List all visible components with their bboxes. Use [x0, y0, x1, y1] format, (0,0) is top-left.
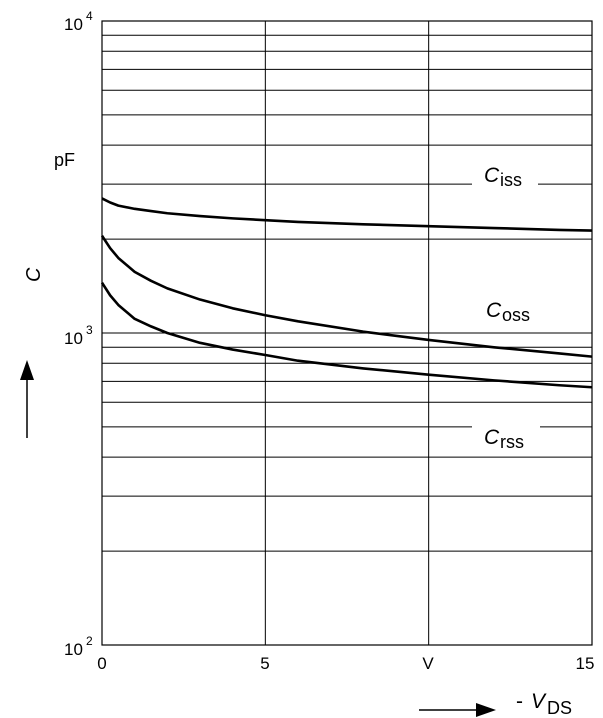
series-line-iss	[101, 197, 593, 232]
series-line-oss	[100, 235, 593, 358]
y-tick-label-1e4: 10 4	[64, 9, 93, 34]
x-tick-label-unit: V	[422, 654, 434, 673]
y-tick-label-1e3-exp: 3	[86, 323, 93, 337]
y-tick-label-1e2-exp: 2	[86, 634, 93, 648]
series-label-crss-main: C	[484, 426, 500, 449]
x-axis-label-main: V	[531, 690, 547, 713]
x-tick-label-15: 15	[576, 654, 595, 673]
x-axis-label-prefix: -	[516, 690, 523, 713]
grid	[102, 21, 592, 645]
x-tick-label-0: 0	[97, 654, 106, 673]
x-axis-label-sub: DS	[547, 698, 572, 718]
series-label-crss: C rss	[472, 421, 540, 455]
series-group	[100, 197, 593, 389]
series-label-coss-main: C	[486, 299, 502, 322]
x-axis-label: - V DS	[516, 690, 572, 718]
y-tick-label-1e4-exp: 4	[86, 9, 93, 23]
y-tick-label-1e2-base: 10	[64, 640, 83, 659]
y-axis-arrow	[20, 360, 34, 438]
y-axis-label: C	[23, 267, 45, 282]
y-axis-unit: pF	[54, 150, 75, 170]
series-label-coss: C oss	[475, 294, 549, 328]
y-tick-label-1e3: 10 3	[64, 323, 93, 348]
y-tick-label-1e3-base: 10	[64, 329, 83, 348]
y-tick-label-1e2: 10 2	[64, 634, 93, 659]
series-label-ciss-sub: iss	[500, 170, 522, 190]
x-tick-label-5: 5	[260, 654, 269, 673]
series-line-rss	[100, 281, 593, 389]
y-tick-label-1e4-base: 10	[64, 15, 83, 34]
series-label-coss-sub: oss	[502, 305, 530, 325]
x-axis-arrow	[419, 703, 496, 717]
series-label-ciss-main: C	[484, 164, 500, 187]
plot-frame	[101, 20, 593, 646]
series-label-ciss: C iss	[472, 158, 538, 192]
series-label-crss-sub: rss	[500, 432, 524, 452]
